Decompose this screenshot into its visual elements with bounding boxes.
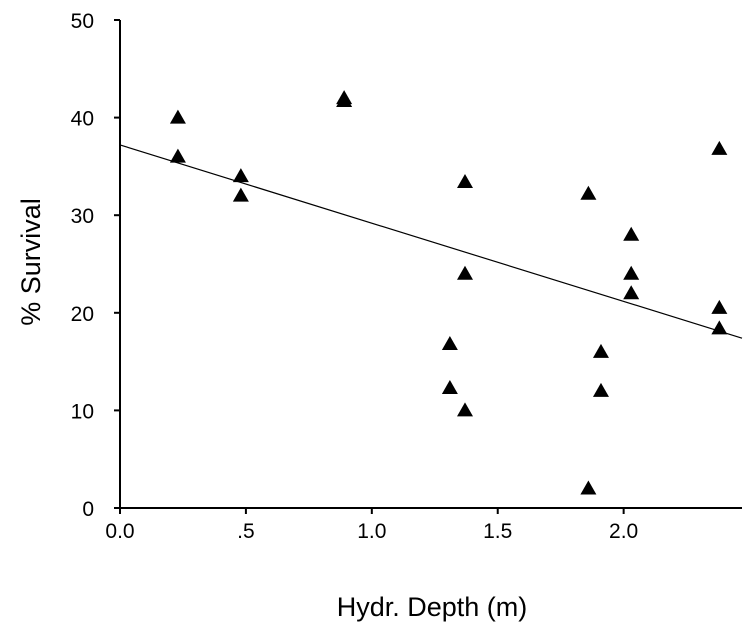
data-points xyxy=(169,90,728,495)
y-axis-title: % Survival xyxy=(16,198,46,326)
x-tick-label: .5 xyxy=(237,520,255,543)
x-tick-label: 0.0 xyxy=(105,520,134,543)
data-point xyxy=(169,109,186,124)
y-tick-label: 10 xyxy=(71,400,94,423)
data-point xyxy=(592,382,609,397)
data-point xyxy=(232,168,249,183)
data-point xyxy=(169,148,186,163)
data-point xyxy=(441,379,458,394)
data-point xyxy=(456,174,473,189)
regression-line xyxy=(119,144,743,339)
data-point xyxy=(623,265,640,280)
fit-line-group xyxy=(119,144,743,339)
data-point xyxy=(336,93,353,108)
data-point xyxy=(456,265,473,280)
data-point xyxy=(623,226,640,241)
data-point xyxy=(592,343,609,358)
data-point xyxy=(711,299,728,314)
data-point xyxy=(711,140,728,155)
axes xyxy=(119,20,742,509)
data-point xyxy=(711,320,728,335)
data-point xyxy=(441,336,458,351)
x-tick-label: 1.5 xyxy=(483,520,512,543)
y-tick-label: 0 xyxy=(82,498,94,521)
x-axis-title: Hydr. Depth (m) xyxy=(337,592,528,622)
y-tick-label: 30 xyxy=(71,205,94,228)
data-point xyxy=(456,402,473,417)
data-point xyxy=(623,285,640,300)
x-tick-label: 2.0 xyxy=(609,520,638,543)
data-point xyxy=(580,185,597,200)
x-tick-label: 1.0 xyxy=(357,520,386,543)
data-point xyxy=(580,480,597,495)
y-tick-label: 20 xyxy=(71,303,94,326)
data-point xyxy=(232,187,249,202)
y-tick-label: 50 xyxy=(71,10,94,33)
ticks: 0 10 20 30 40 50 0.0 .5 1.0 1.5 2.0 xyxy=(71,10,639,543)
y-tick-label: 40 xyxy=(71,108,94,131)
